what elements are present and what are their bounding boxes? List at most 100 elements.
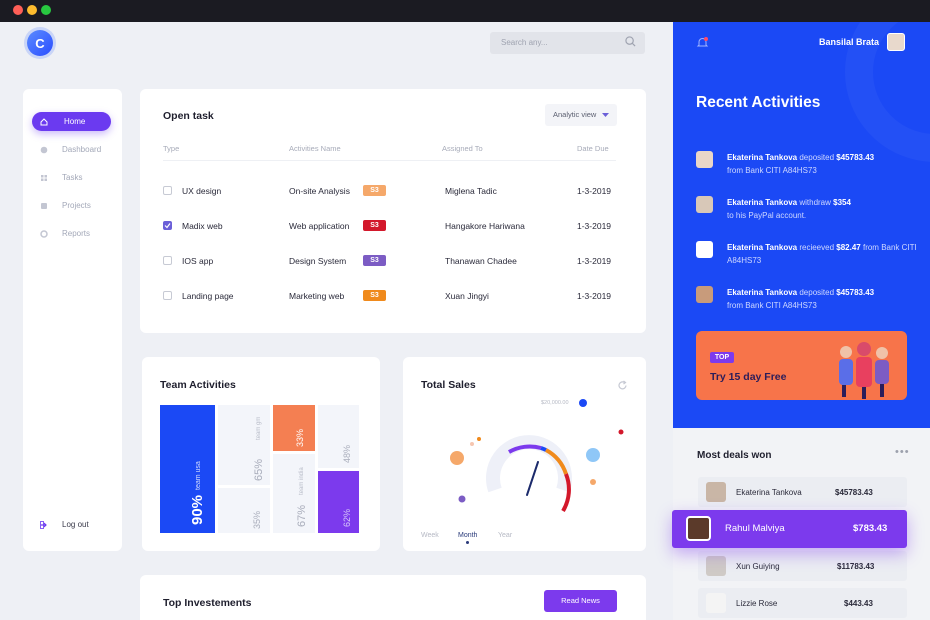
row-checkbox[interactable] [163,221,172,230]
row-assigned: Hangakore Hariwana [445,221,525,231]
activity-detail: to his PayPal account. [727,211,807,220]
tab-month[interactable]: Month [458,532,478,539]
row-type: UX design [182,186,222,196]
sidebar-item-dashboard[interactable]: Dashboard [32,140,111,159]
activity-amount: $82.47 [836,243,861,252]
team-activities-card: Team Activities 90% team usa 65% team gm… [142,357,380,551]
row-date: 1-3-2019 [577,256,612,266]
read-news-button[interactable]: Read News [544,590,617,612]
close-window-button[interactable] [13,5,23,15]
tile-62[interactable] [318,471,359,533]
tile-48[interactable] [318,405,359,468]
activity-item[interactable]: Ekaterina Tankova deposited $45783.43 fro… [696,286,916,316]
gauge-dot [477,437,481,441]
tile-33[interactable] [273,405,315,451]
table-row[interactable]: UX design On-site Analysis S3 Miglena Ta… [140,182,646,202]
tile-value: 35% [252,511,262,529]
activity-name: Ekaterina Tankova [727,288,798,297]
activity-action: deposited [799,288,835,297]
activity-text: Ekaterina Tankova deposited $45783.43 fro… [727,151,917,177]
dropdown-label: Analytic view [553,110,597,119]
avatar [686,516,711,541]
tab-week[interactable]: Week [421,532,439,539]
card-title: Total Sales [421,379,476,391]
activity-detail: from Bank CITI A84HS73 [727,166,817,175]
deal-item[interactable]: Ekaterina Tankova $45783.43 [698,477,907,507]
row-checkbox[interactable] [163,186,172,195]
deal-name: Ekaterina Tankova [736,488,802,497]
status-badge: S3 [363,220,386,231]
avatar [696,196,713,213]
sidebar-item-projects[interactable]: Projects [32,196,111,215]
activity-item[interactable]: Ekaterina Tankova deposited $45783.43 fro… [696,151,916,181]
user-name[interactable]: Bansilal Brata [819,37,880,47]
gauge-dot [618,429,624,435]
gauge-dot [590,479,596,485]
row-activity: Web application [289,221,350,231]
avatar[interactable] [887,33,905,51]
column-header-activity[interactable]: Activities Name [289,144,341,153]
total-sales-card: Total Sales $20,000.00 Week Month Year [403,357,646,551]
deal-item-highlighted[interactable]: Rahul Malviya $783.43 [672,510,907,548]
table-row[interactable]: Madix web Web application S3 Hangakore H… [140,217,646,237]
tile-value: 48% [342,445,352,463]
tile-35[interactable] [218,488,270,533]
activity-detail: from Bank CITI A84HS73 [727,301,817,310]
deal-name: Rahul Malviya [725,523,785,534]
activity-text: Ekaterina Tankova deposited $45783.43 fro… [727,286,917,312]
activity-text: Ekaterina Tankova recieeved $82.47 from … [727,241,917,267]
header-divider [163,160,616,161]
reports-icon [40,229,48,238]
row-type: Madix web [182,221,223,231]
window-titlebar [0,0,930,22]
maximize-window-button[interactable] [41,5,51,15]
app-logo[interactable]: C [27,30,53,56]
table-row[interactable]: Landing page Marketing web S3 Xuan Jingy… [140,287,646,307]
activity-item[interactable]: Ekaterina Tankova recieeved $82.47 from … [696,241,917,271]
row-activity: On-site Analysis [289,186,350,196]
top-investments-card: Top Investements Read News [140,575,646,620]
row-checkbox[interactable] [163,256,172,265]
tile-team-usa[interactable] [160,405,215,533]
avatar [706,482,726,502]
analytic-view-dropdown[interactable]: Analytic view [545,104,617,126]
free-trial-banner[interactable]: TOP Try 15 day Free [696,331,907,400]
open-task-card: Open task Analytic view Type Activities … [140,89,646,333]
logout-button[interactable]: Log out [32,515,111,534]
section-title: Recent Activities [696,94,821,111]
status-badge: S3 [363,255,386,266]
row-date: 1-3-2019 [577,291,612,301]
gauge-arc-red [561,473,571,513]
row-assigned: Thanawan Chadee [445,256,517,266]
deal-item[interactable]: Xun Guiying $11783.43 [698,551,907,581]
tab-year[interactable]: Year [498,532,513,539]
column-header-type[interactable]: Type [163,144,180,153]
tile-value: 33% [295,429,305,447]
sidebar-item-label: Tasks [62,173,83,182]
gauge-arc-blue [540,446,547,452]
minimize-window-button[interactable] [27,5,37,15]
activity-amount: $45783.43 [836,288,875,297]
tile-team-gm[interactable] [218,405,270,485]
deal-item[interactable]: Lizzie Rose $443.43 [698,588,907,618]
activity-item[interactable]: Ekaterina Tankova withdraw $354 to his Pa… [696,196,916,226]
refresh-icon[interactable] [617,380,628,391]
sidebar-item-label: Home [64,117,86,126]
sidebar-item-tasks[interactable]: Tasks [32,168,111,187]
tile-team-india[interactable] [273,454,315,533]
sidebar-item-reports[interactable]: Reports [32,224,111,243]
more-options-icon[interactable]: ••• [895,446,910,458]
table-row[interactable]: IOS app Design System S3 Thanawan Chadee… [140,252,646,272]
column-header-date[interactable]: Date Due [577,144,609,153]
status-badge: S3 [363,185,386,196]
sidebar-item-home[interactable]: Home [32,112,111,131]
row-checkbox[interactable] [163,291,172,300]
bell-icon[interactable] [696,36,709,49]
projects-icon [41,202,47,209]
deal-amount: $443.43 [844,599,873,608]
search-icon[interactable] [625,36,636,47]
status-badge: S3 [363,290,386,301]
search-input[interactable]: Search any... [490,32,645,54]
column-header-assigned[interactable]: Assigned To [442,144,483,153]
row-type: Landing page [182,291,234,301]
